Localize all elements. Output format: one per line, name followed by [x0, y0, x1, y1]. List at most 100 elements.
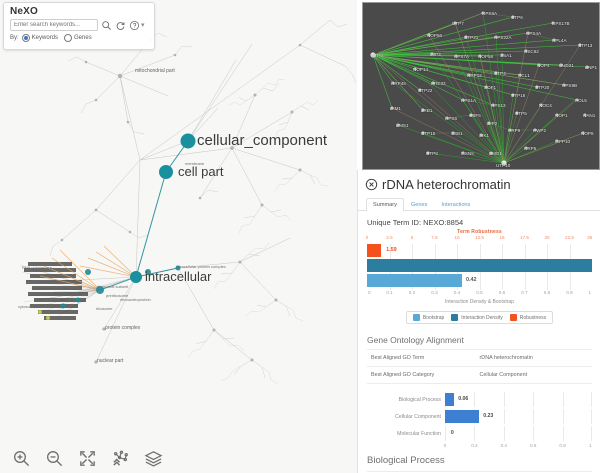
axis-tick: 0.3: [431, 290, 438, 295]
gene-node-rrp5[interactable]: RRP5: [524, 146, 537, 151]
gene-node-utp4[interactable]: UTP4: [494, 71, 506, 76]
gene-node-nop14[interactable]: NOP14: [413, 67, 429, 72]
gene-node-utp7[interactable]: UTP7: [452, 21, 464, 26]
bar-interaction-density[interactable]: [367, 259, 592, 272]
gene-node-ssa1[interactable]: SSA1: [500, 53, 512, 58]
tab-interactions[interactable]: Interactions: [441, 202, 471, 208]
gene-node-cbf5[interactable]: CBF5: [469, 113, 481, 118]
gene-node-utp22[interactable]: UTP22: [418, 88, 433, 93]
gene-node-imp3[interactable]: IMP3: [430, 52, 441, 57]
bar-robustness[interactable]: [367, 244, 382, 257]
gene-network-canvas[interactable]: [363, 3, 599, 169]
ontology-label-protein-complex[interactable]: protein complex: [105, 325, 141, 331]
gene-node-utp20[interactable]: UTP20: [535, 85, 550, 90]
gene-node-rrp45[interactable]: RRP45: [391, 81, 406, 86]
gene-node-rps6[interactable]: RPS6: [445, 116, 458, 121]
gene-node-rps17b[interactable]: RPS17B: [552, 21, 570, 26]
ontology-label-cytosol[interactable]: cytosol: [18, 304, 31, 309]
layers-icon[interactable]: [144, 449, 163, 468]
gene-node-lrb1[interactable]: LRB1: [421, 108, 433, 113]
ontology-label-membrane[interactable]: membrane: [185, 161, 205, 166]
ontology-label-ribonucleoprotein[interactable]: ribonucleoprotein: [120, 297, 151, 302]
gene-node-utp21[interactable]: UTP21: [464, 35, 479, 40]
collapse-network-icon[interactable]: [111, 449, 130, 468]
legend-item-interaction-density[interactable]: Interaction Density: [451, 314, 503, 321]
search-panel[interactable]: NeXO: [3, 2, 155, 50]
gene-node-sik1[interactable]: SIK1: [479, 133, 489, 138]
gene-node-rrp9[interactable]: RRP9: [508, 128, 521, 133]
ontology-label-intracellular[interactable]: intracellular: [145, 269, 212, 284]
gene-node-utp15[interactable]: UTP15: [421, 131, 436, 136]
gene-node-kre33[interactable]: KRE33: [431, 81, 446, 86]
ontology-label-intracellular-protein-complex[interactable]: intracellular protein complex: [176, 264, 226, 269]
gene-node-utp18[interactable]: UTP18: [511, 93, 526, 98]
bar-bootstrap[interactable]: [367, 274, 462, 287]
gene-node-utp13[interactable]: UTP13: [578, 43, 593, 48]
go-bar-biological-process[interactable]: [445, 393, 454, 406]
gene-node-rps9b[interactable]: RPS9B: [562, 83, 578, 88]
gene-node-emg1[interactable]: EMG1: [489, 151, 503, 156]
gene-node-enp1[interactable]: ENP1: [585, 65, 598, 70]
gene-node-sof1[interactable]: SOF1: [484, 85, 496, 90]
gene-node-mpp10[interactable]: MPP10: [555, 139, 571, 144]
gene-node-pwp2[interactable]: PWP2: [533, 128, 547, 133]
ontology-network-canvas[interactable]: [0, 0, 357, 473]
tab-summary[interactable]: Summary: [366, 198, 404, 211]
fit-screen-icon[interactable]: [78, 449, 97, 468]
gene-node-bud21[interactable]: BUD21: [559, 63, 574, 68]
gene-node-nop56[interactable]: NOP56: [427, 33, 443, 38]
gene-node-rps13[interactable]: RPS13: [491, 103, 506, 108]
radio-genes[interactable]: Genes: [64, 34, 92, 42]
legend-item-robustness[interactable]: Robustness: [509, 314, 546, 321]
ontology-label-cellular-component[interactable]: cellular_component: [197, 132, 328, 149]
gene-node-bms1[interactable]: BMS1: [396, 123, 409, 128]
zoom-in-icon[interactable]: [12, 449, 31, 468]
gene-node-ssb1[interactable]: SSB1: [451, 131, 463, 136]
radio-keywords[interactable]: Keywords: [21, 34, 58, 42]
gene-node-nan1[interactable]: NAN1: [583, 113, 596, 118]
gene-node-hsc82[interactable]: HSC82: [524, 49, 539, 54]
gene-node-nop4[interactable]: NOP4: [537, 63, 550, 68]
gene-network-panel[interactable]: UTP9 RPS8A UTP6 UTP7 RPS17B NOP56 UTP21 …: [362, 2, 600, 170]
gene-node-noc4[interactable]: NOC4: [539, 103, 552, 108]
gene-node-rrp12[interactable]: RRP12: [467, 73, 482, 78]
ontology-label-cell-part[interactable]: cell part: [178, 164, 224, 179]
tab-genes[interactable]: Genes: [410, 202, 428, 208]
gene-node-nop58[interactable]: NOP58: [478, 54, 494, 59]
gene-node-nop1[interactable]: NOP1: [555, 113, 568, 118]
gene-node-nop6[interactable]: NOP6: [581, 131, 594, 136]
go-track: 0.06: [445, 392, 592, 407]
ontology-label-ribosomal-subunit[interactable]: ribosomal subunit: [97, 284, 129, 289]
help-icon[interactable]: [129, 20, 140, 31]
refresh-icon[interactable]: [115, 20, 126, 31]
gene-node-rps4a[interactable]: RPS4A: [526, 31, 542, 36]
gene-node-rps8a[interactable]: RPS8A: [482, 11, 498, 16]
ontology-label-ribosome[interactable]: ribosome: [96, 306, 113, 311]
chevron-down-icon[interactable]: ▾: [141, 22, 145, 29]
close-circle-icon[interactable]: [365, 178, 378, 191]
gene-node-rps1a[interactable]: RPS1A: [461, 98, 477, 103]
ontology-label-nuclear-part[interactable]: nuclear part: [97, 358, 124, 364]
go-bar-cellular-component[interactable]: [445, 410, 479, 423]
search-input[interactable]: [10, 19, 98, 31]
gene-node-msn5[interactable]: MSN5: [461, 151, 474, 156]
gene-node-dip2[interactable]: DIP2: [487, 121, 498, 126]
legend-item-bootstrap[interactable]: Bootstrap: [412, 314, 444, 321]
search-icon[interactable]: [101, 20, 112, 31]
gene-node-rps7a[interactable]: RPS7A: [454, 54, 470, 59]
gene-node-utp10[interactable]: UTP10: [496, 163, 511, 168]
ontology-network-panel[interactable]: mitochondrial part membrane protein comp…: [0, 0, 357, 473]
gene-node-rcl1[interactable]: RCL1: [518, 73, 530, 78]
gene-node-dim1[interactable]: DIM1: [390, 106, 401, 111]
ontology-label-preribosome[interactable]: preribosome: [106, 293, 129, 298]
gene-node-utp5[interactable]: UTP5: [515, 111, 527, 116]
zoom-out-icon[interactable]: [45, 449, 64, 468]
gene-node-utp6[interactable]: UTP6: [511, 15, 523, 20]
gene-node-rps22a[interactable]: RPS22A: [494, 35, 512, 40]
gene-node-utp8[interactable]: UTP8: [426, 151, 438, 156]
gene-node-pol5[interactable]: POL5: [575, 98, 587, 103]
ontology-label-rna-polymerase[interactable]: RNA polymerase: [22, 265, 53, 270]
gene-node-utp9[interactable]: UTP9: [371, 53, 383, 58]
ontology-label-mitochondrial-part[interactable]: mitochondrial part: [135, 68, 175, 74]
gene-node-rpl4a[interactable]: RPL4A: [552, 38, 567, 43]
